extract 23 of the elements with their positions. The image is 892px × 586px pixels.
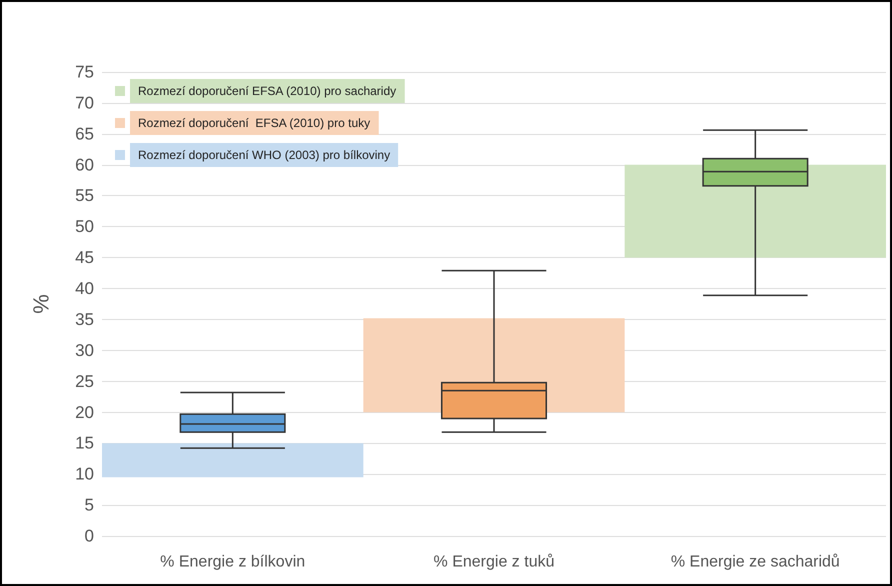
y-tick-label: 25 (75, 372, 94, 391)
y-axis-title: % (28, 294, 54, 314)
y-tick-label: 5 (84, 496, 94, 515)
y-tick-label: 55 (75, 186, 94, 206)
y-tick-label: 75 (75, 62, 94, 82)
y-tick-label: 65 (75, 124, 94, 144)
x-tick-label: % Energie ze sacharidů (670, 554, 840, 570)
y-tick-label: 0 (84, 526, 94, 546)
y-tick-label: 45 (75, 248, 94, 268)
y-tick-label: 35 (75, 310, 94, 329)
y-tick-label: 30 (75, 340, 94, 360)
x-tick-label: % Energie z bílkovin (160, 554, 306, 570)
y-tick-label: 20 (75, 402, 94, 422)
y-tick-label: 40 (75, 279, 94, 298)
y-tick-label: 70 (75, 93, 94, 112)
y-tick-label: 10 (75, 464, 94, 484)
y-tick-label: 15 (75, 434, 94, 453)
legend-label: Rozmezí doporučení WHO (2003) pro bílkoviny (138, 148, 390, 162)
legend-label: Rozmezí doporučení EFSA (2010) pro tuky (138, 116, 370, 130)
legend-label: Rozmezí doporučení EFSA (2010) pro sacharidy (138, 84, 396, 98)
y-tick-label: 60 (75, 155, 94, 174)
x-tick-label: % Energie z tuků (434, 554, 554, 570)
y-tick-label: 50 (75, 217, 94, 236)
